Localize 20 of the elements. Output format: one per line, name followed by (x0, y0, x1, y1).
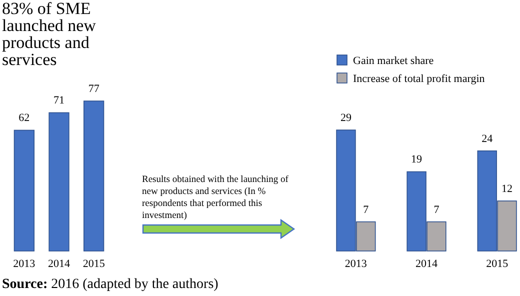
data-label: 7 (363, 204, 370, 216)
data-label: 29 (340, 112, 352, 124)
x-tick-label: 2013 (344, 258, 368, 270)
legend-label: Increase of total profit margin (353, 73, 486, 85)
legend-label: Gain market share (353, 55, 434, 67)
data-label: 12 (502, 182, 513, 195)
data-label: 7 (434, 204, 440, 216)
x-tick-label: 2013 (13, 258, 36, 270)
text: Results obtained with the launching of new products and services (In % respondents that performed this investment) (142, 175, 290, 221)
data-label: 62 (18, 112, 30, 124)
data-label: 71 (54, 94, 64, 107)
x-tick-label: 2014 (416, 258, 438, 270)
data-label: 77 (88, 83, 100, 95)
data-label: 19 (411, 154, 423, 166)
x-tick-label: 2015 (82, 258, 106, 270)
chart-title: 83% of SME launched new products and services (2, 0, 97, 69)
data-label: 24 (482, 132, 494, 145)
source-note: Source: 2016 (adapted by the authors) (2, 277, 219, 292)
x-tick-label: 2014 (48, 258, 70, 270)
x-tick-label: 2015 (486, 258, 509, 270)
